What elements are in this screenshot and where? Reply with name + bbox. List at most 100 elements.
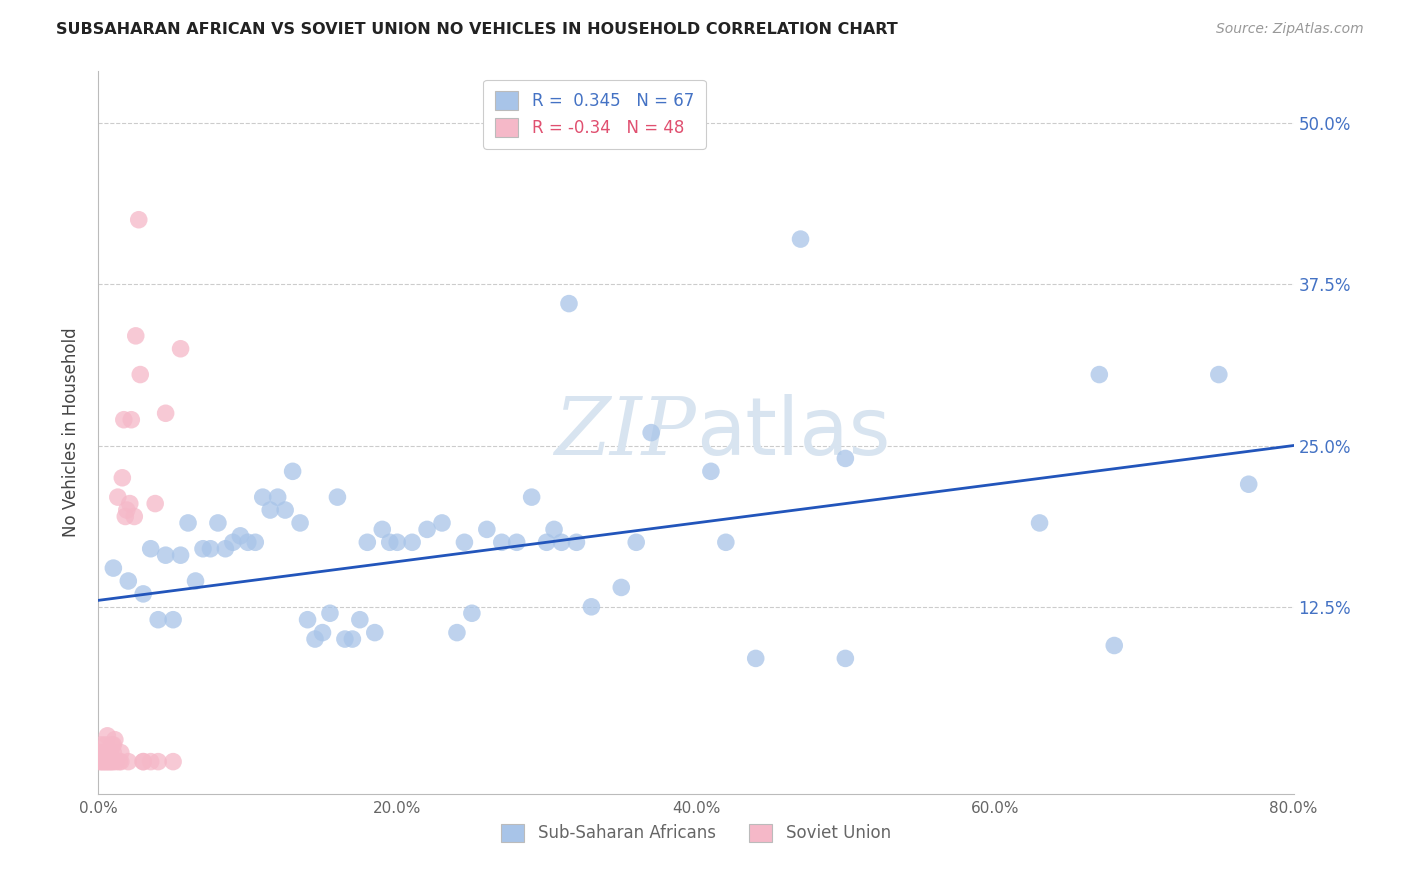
Point	[1208, 368, 1230, 382]
Point	[319, 607, 342, 621]
Point	[245, 535, 267, 549]
Point	[288, 516, 311, 530]
Point	[536, 535, 558, 549]
Point	[110, 746, 132, 760]
Point	[475, 522, 498, 536]
Point	[714, 535, 737, 549]
Point	[98, 755, 122, 769]
Point	[326, 490, 349, 504]
Point	[274, 503, 297, 517]
Point	[114, 509, 136, 524]
Point	[118, 497, 141, 511]
Point	[94, 746, 117, 760]
Point	[311, 625, 333, 640]
Point	[543, 522, 565, 536]
Point	[148, 613, 170, 627]
Point	[125, 329, 148, 343]
Point	[105, 755, 128, 769]
Point	[1104, 639, 1126, 653]
Point	[129, 368, 152, 382]
Point	[115, 503, 138, 517]
Point	[128, 212, 150, 227]
Point	[297, 613, 319, 627]
Point	[162, 613, 184, 627]
Point	[117, 755, 139, 769]
Point	[103, 746, 125, 760]
Point	[378, 535, 401, 549]
Point	[520, 490, 543, 504]
Point	[139, 755, 162, 769]
Point	[139, 541, 162, 556]
Point	[506, 535, 529, 549]
Point	[94, 755, 117, 769]
Point	[453, 535, 475, 549]
Point	[610, 581, 633, 595]
Point	[207, 516, 229, 530]
Text: ZIP: ZIP	[554, 394, 696, 471]
Point	[200, 541, 222, 556]
Point	[169, 342, 191, 356]
Point	[132, 755, 155, 769]
Point	[191, 541, 214, 556]
Point	[342, 632, 364, 646]
Point	[222, 535, 245, 549]
Point	[229, 529, 252, 543]
Point	[117, 574, 139, 588]
Point	[461, 607, 484, 621]
Point	[565, 535, 588, 549]
Point	[349, 613, 371, 627]
Point	[96, 729, 118, 743]
Point	[236, 535, 259, 549]
Point	[103, 738, 125, 752]
Point	[214, 541, 236, 556]
Point	[93, 746, 115, 760]
Point	[1028, 516, 1050, 530]
Point	[108, 755, 131, 769]
Point	[745, 651, 768, 665]
Point	[259, 503, 281, 517]
Point	[90, 755, 112, 769]
Point	[132, 587, 155, 601]
Point	[120, 413, 142, 427]
Point	[112, 413, 135, 427]
Point	[90, 746, 112, 760]
Point	[155, 406, 177, 420]
Text: atlas: atlas	[696, 393, 890, 472]
Point	[430, 516, 453, 530]
Point	[148, 755, 170, 769]
Point	[143, 497, 166, 511]
Point	[103, 561, 125, 575]
Point	[834, 451, 856, 466]
Point	[169, 548, 191, 562]
Point	[626, 535, 648, 549]
Point	[155, 548, 177, 562]
Point	[700, 464, 723, 478]
Point	[356, 535, 378, 549]
Point	[267, 490, 290, 504]
Point	[789, 232, 811, 246]
Point	[640, 425, 662, 440]
Point	[184, 574, 207, 588]
Point	[581, 599, 603, 614]
Point	[304, 632, 326, 646]
Point	[385, 535, 409, 549]
Point	[416, 522, 439, 536]
Text: Source: ZipAtlas.com: Source: ZipAtlas.com	[1216, 22, 1364, 37]
Point	[132, 755, 155, 769]
Point	[96, 755, 118, 769]
Point	[1088, 368, 1111, 382]
Point	[281, 464, 304, 478]
Point	[90, 738, 112, 752]
Legend: Sub-Saharan Africans, Soviet Union: Sub-Saharan Africans, Soviet Union	[492, 815, 900, 851]
Point	[91, 755, 114, 769]
Point	[89, 755, 111, 769]
Point	[371, 522, 394, 536]
Point	[333, 632, 356, 646]
Point	[94, 738, 117, 752]
Point	[97, 746, 120, 760]
Point	[101, 755, 124, 769]
Point	[558, 296, 581, 310]
Point	[834, 651, 856, 665]
Point	[93, 755, 115, 769]
Point	[446, 625, 468, 640]
